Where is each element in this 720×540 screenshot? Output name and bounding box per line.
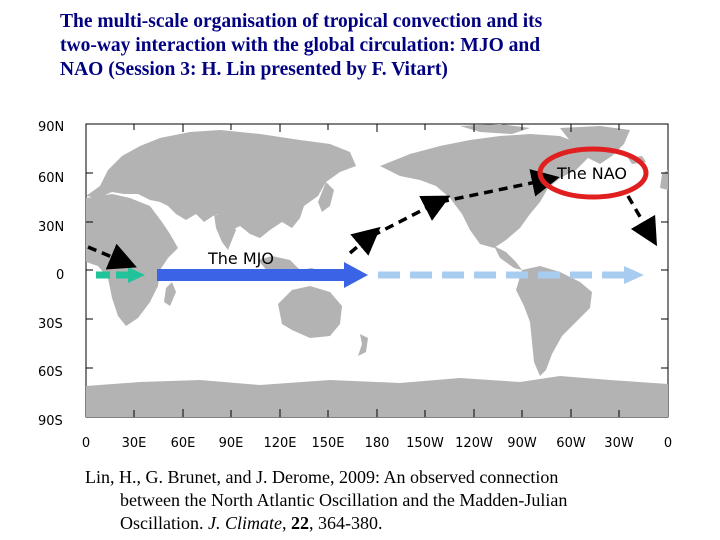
lon-label-60e: 60E <box>171 436 196 451</box>
reference-line-3-text: Oscillation. <box>120 513 208 533</box>
lat-label-60s: 60S <box>38 365 63 380</box>
teleconnection-arrows <box>87 169 658 270</box>
tick-marks <box>85 124 668 417</box>
lon-label-90e: 90E <box>219 436 244 451</box>
tele-arrow-pacific-2 <box>371 195 451 238</box>
land-india <box>214 214 236 250</box>
lon-label-0w: 0 <box>82 436 90 451</box>
lon-label-120w: 120W <box>455 436 493 451</box>
title-line-1: The multi-scale organisation of tropical… <box>60 11 543 32</box>
nao-label: The NAO <box>556 164 627 183</box>
lon-label-60w: 60W <box>556 436 586 451</box>
land-arctic-islands <box>460 124 530 134</box>
world-map-svg: [data-name^="land-"] { fill:#b3b3b3; str… <box>38 120 672 451</box>
reference-line-3: Oscillation. J. Climate, 22, 364-380. <box>85 512 705 535</box>
lat-axis: 90N 60N 30N 0 30S 60S 90S <box>38 120 64 429</box>
title-line-2: two-way interaction with the global circ… <box>60 35 541 56</box>
land-japan <box>318 182 334 212</box>
land-central-america <box>494 246 522 270</box>
lat-label-90n: 90N <box>38 120 64 135</box>
lon-label-180: 180 <box>365 436 390 451</box>
land-eurasia <box>86 130 356 238</box>
lon-label-120e: 120E <box>263 436 296 451</box>
lat-label-30n: 30N <box>38 220 64 235</box>
tele-arrow-america <box>439 169 560 204</box>
reference-citation: Lin, H., G. Brunet, and J. Derome, 2009:… <box>85 466 705 535</box>
tele-arrow-pacific-1 <box>348 226 381 256</box>
lat-label-60n: 60N <box>38 171 64 186</box>
dashed-blue-arrow <box>378 266 644 284</box>
land-madagascar <box>164 282 176 306</box>
land-north-america <box>380 134 588 248</box>
lon-axis: 0 30E 60E 90E 120E 150E 180 150W 120W 90… <box>82 436 672 451</box>
mjo-label: The MJO <box>207 249 274 268</box>
land-greenland <box>560 126 630 164</box>
lat-label-0: 0 <box>56 268 64 283</box>
lon-label-150w: 150W <box>406 436 444 451</box>
reference-journal: J. Climate <box>208 513 282 533</box>
tele-arrow-europe <box>626 195 658 247</box>
mjo-arrow <box>157 262 368 288</box>
reference-line-2: between the North Atlantic Oscillation a… <box>120 490 568 510</box>
land-antarctica <box>86 376 668 417</box>
reference-sep: , <box>282 513 291 533</box>
lon-label-30w: 30W <box>604 436 634 451</box>
land-masses <box>86 124 668 417</box>
reference-pages: , 364-380. <box>309 513 383 533</box>
nao-circle <box>537 146 649 200</box>
reference-line-1: Lin, H., G. Brunet, and J. Derome, 2009:… <box>85 467 559 487</box>
lon-label-150e: 150E <box>311 436 344 451</box>
lat-label-90s: 90S <box>38 414 63 429</box>
reference-volume: 22 <box>291 513 309 533</box>
tele-arrow-africa <box>87 243 137 270</box>
land-new-zealand <box>358 334 368 356</box>
teal-dashed-arrow <box>96 267 145 283</box>
lon-label-90w: 90W <box>507 436 537 451</box>
lon-label-0e: 0 <box>664 436 672 451</box>
lon-label-30e: 30E <box>122 436 147 451</box>
world-map-figure: [data-name^="land-"] { fill:#b3b3b3; str… <box>0 110 720 460</box>
title-line-3: NAO (Session 3: H. Lin presented by F. V… <box>60 59 448 80</box>
land-britain <box>660 170 668 190</box>
slide-title: The multi-scale organisation of tropical… <box>60 10 680 82</box>
land-australia <box>278 286 342 338</box>
land-south-america <box>516 266 592 376</box>
lat-label-30s: 30S <box>38 317 63 332</box>
